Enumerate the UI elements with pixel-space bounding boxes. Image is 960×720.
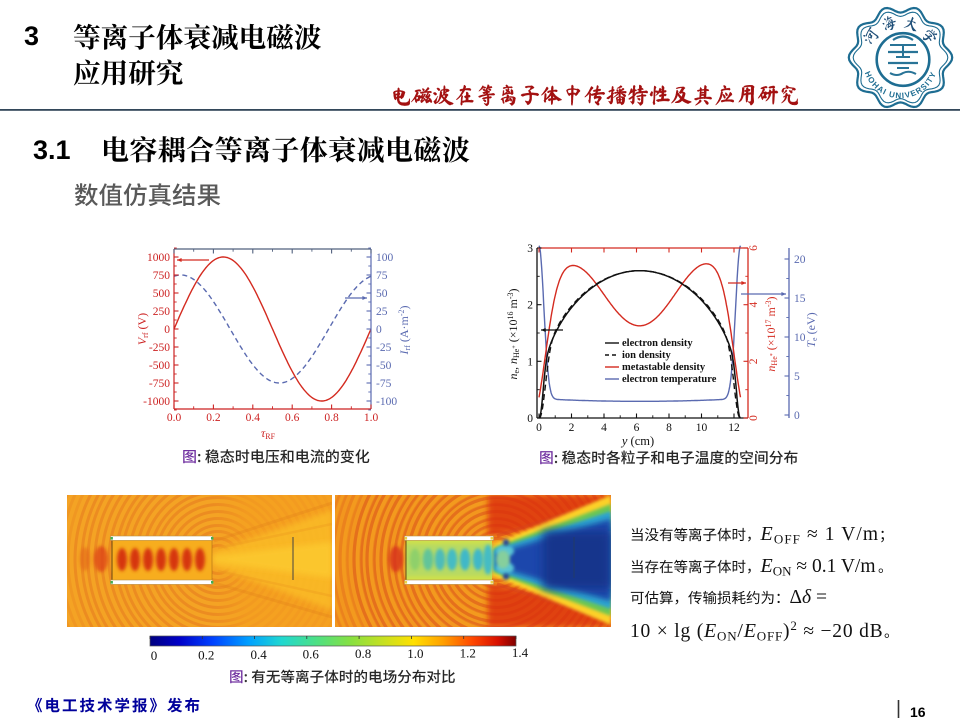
svg-text:25: 25 (376, 306, 388, 318)
svg-text:-750: -750 (149, 378, 170, 390)
svg-text:Irf (A·m-2): Irf (A·m-2) (397, 306, 412, 356)
svg-text:1: 1 (527, 356, 533, 368)
svg-text:-100: -100 (376, 396, 397, 408)
svg-text:-500: -500 (149, 360, 170, 372)
svg-text:0: 0 (794, 410, 800, 422)
svg-text:0.0: 0.0 (167, 412, 182, 424)
svg-text:0.4: 0.4 (246, 412, 261, 424)
svg-text:-1000: -1000 (143, 396, 170, 408)
svg-text:250: 250 (153, 306, 171, 318)
svg-text:EON ≈ 0.1 V/m: EON ≈ 0.1 V/m (760, 555, 876, 579)
svg-text:10 × lg (EON/EOFF)2 ≈ −20 dB: 10 × lg (EON/EOFF)2 ≈ −20 dB (630, 618, 883, 644)
svg-text:0: 0 (748, 415, 760, 421)
svg-text:y (cm): y (cm) (620, 434, 654, 448)
svg-text:0.8: 0.8 (355, 646, 371, 661)
svg-text:electron density: electron density (622, 338, 693, 349)
svg-text:ne, nHe+ (×1016 m-3): ne, nHe+ (×1016 m-3) (506, 288, 521, 379)
svg-text:0.4: 0.4 (250, 647, 267, 662)
svg-text:8: 8 (666, 422, 672, 434)
svg-text:0.2: 0.2 (198, 648, 214, 663)
svg-text:nHe* (×1017 m-3): nHe* (×1017 m-3) (764, 296, 779, 371)
svg-text:EOFF ≈ 1 V/m: EOFF ≈ 1 V/m (760, 523, 880, 547)
svg-text:1000: 1000 (147, 252, 170, 264)
svg-text:1.4: 1.4 (512, 645, 529, 660)
svg-text:500: 500 (153, 288, 171, 300)
svg-text:ion density: ion density (622, 350, 671, 361)
svg-text:12: 12 (728, 422, 740, 434)
svg-text:0: 0 (376, 324, 382, 336)
svg-text:3: 3 (24, 21, 39, 51)
svg-text:10: 10 (696, 422, 708, 434)
svg-text:3: 3 (527, 243, 533, 255)
svg-text:-250: -250 (149, 342, 170, 354)
svg-text:0: 0 (151, 648, 158, 663)
svg-text:6: 6 (748, 245, 760, 251)
svg-text:2: 2 (527, 300, 533, 312)
svg-text:Te (eV): Te (eV) (804, 312, 819, 347)
svg-text:0.6: 0.6 (285, 412, 300, 424)
svg-text:100: 100 (376, 252, 394, 264)
svg-text:Δδ =: Δδ = (790, 587, 828, 608)
svg-text:-50: -50 (376, 360, 392, 372)
svg-text:2: 2 (569, 422, 575, 434)
svg-text:0: 0 (536, 422, 542, 434)
svg-text:5: 5 (794, 371, 800, 383)
svg-text:20: 20 (794, 254, 806, 266)
svg-text:-25: -25 (376, 342, 392, 354)
svg-text:0: 0 (527, 413, 533, 425)
svg-text:4: 4 (601, 422, 607, 434)
svg-text:metastable density: metastable density (622, 362, 706, 373)
svg-text:1.0: 1.0 (407, 646, 423, 661)
svg-text:0.2: 0.2 (206, 412, 221, 424)
svg-text:10: 10 (794, 332, 806, 344)
svg-text:75: 75 (376, 270, 388, 282)
svg-text:4: 4 (748, 302, 760, 308)
svg-text:0.6: 0.6 (303, 647, 320, 662)
svg-text:1.2: 1.2 (460, 645, 476, 660)
svg-text:electron temperature: electron temperature (622, 374, 717, 385)
svg-text:750: 750 (153, 270, 171, 282)
svg-text:0.8: 0.8 (324, 412, 339, 424)
svg-text:15: 15 (794, 293, 806, 305)
svg-text:50: 50 (376, 288, 388, 300)
svg-text:-75: -75 (376, 378, 392, 390)
svg-text:Vrf (V): Vrf (V) (135, 313, 150, 345)
svg-text:0: 0 (164, 324, 170, 336)
svg-text:16: 16 (910, 704, 926, 720)
svg-text:1.0: 1.0 (364, 412, 379, 424)
svg-text:6: 6 (634, 422, 640, 434)
svg-text:τRF: τRF (261, 426, 276, 441)
svg-text:2: 2 (748, 358, 760, 364)
svg-text:3.1: 3.1 (33, 135, 71, 165)
